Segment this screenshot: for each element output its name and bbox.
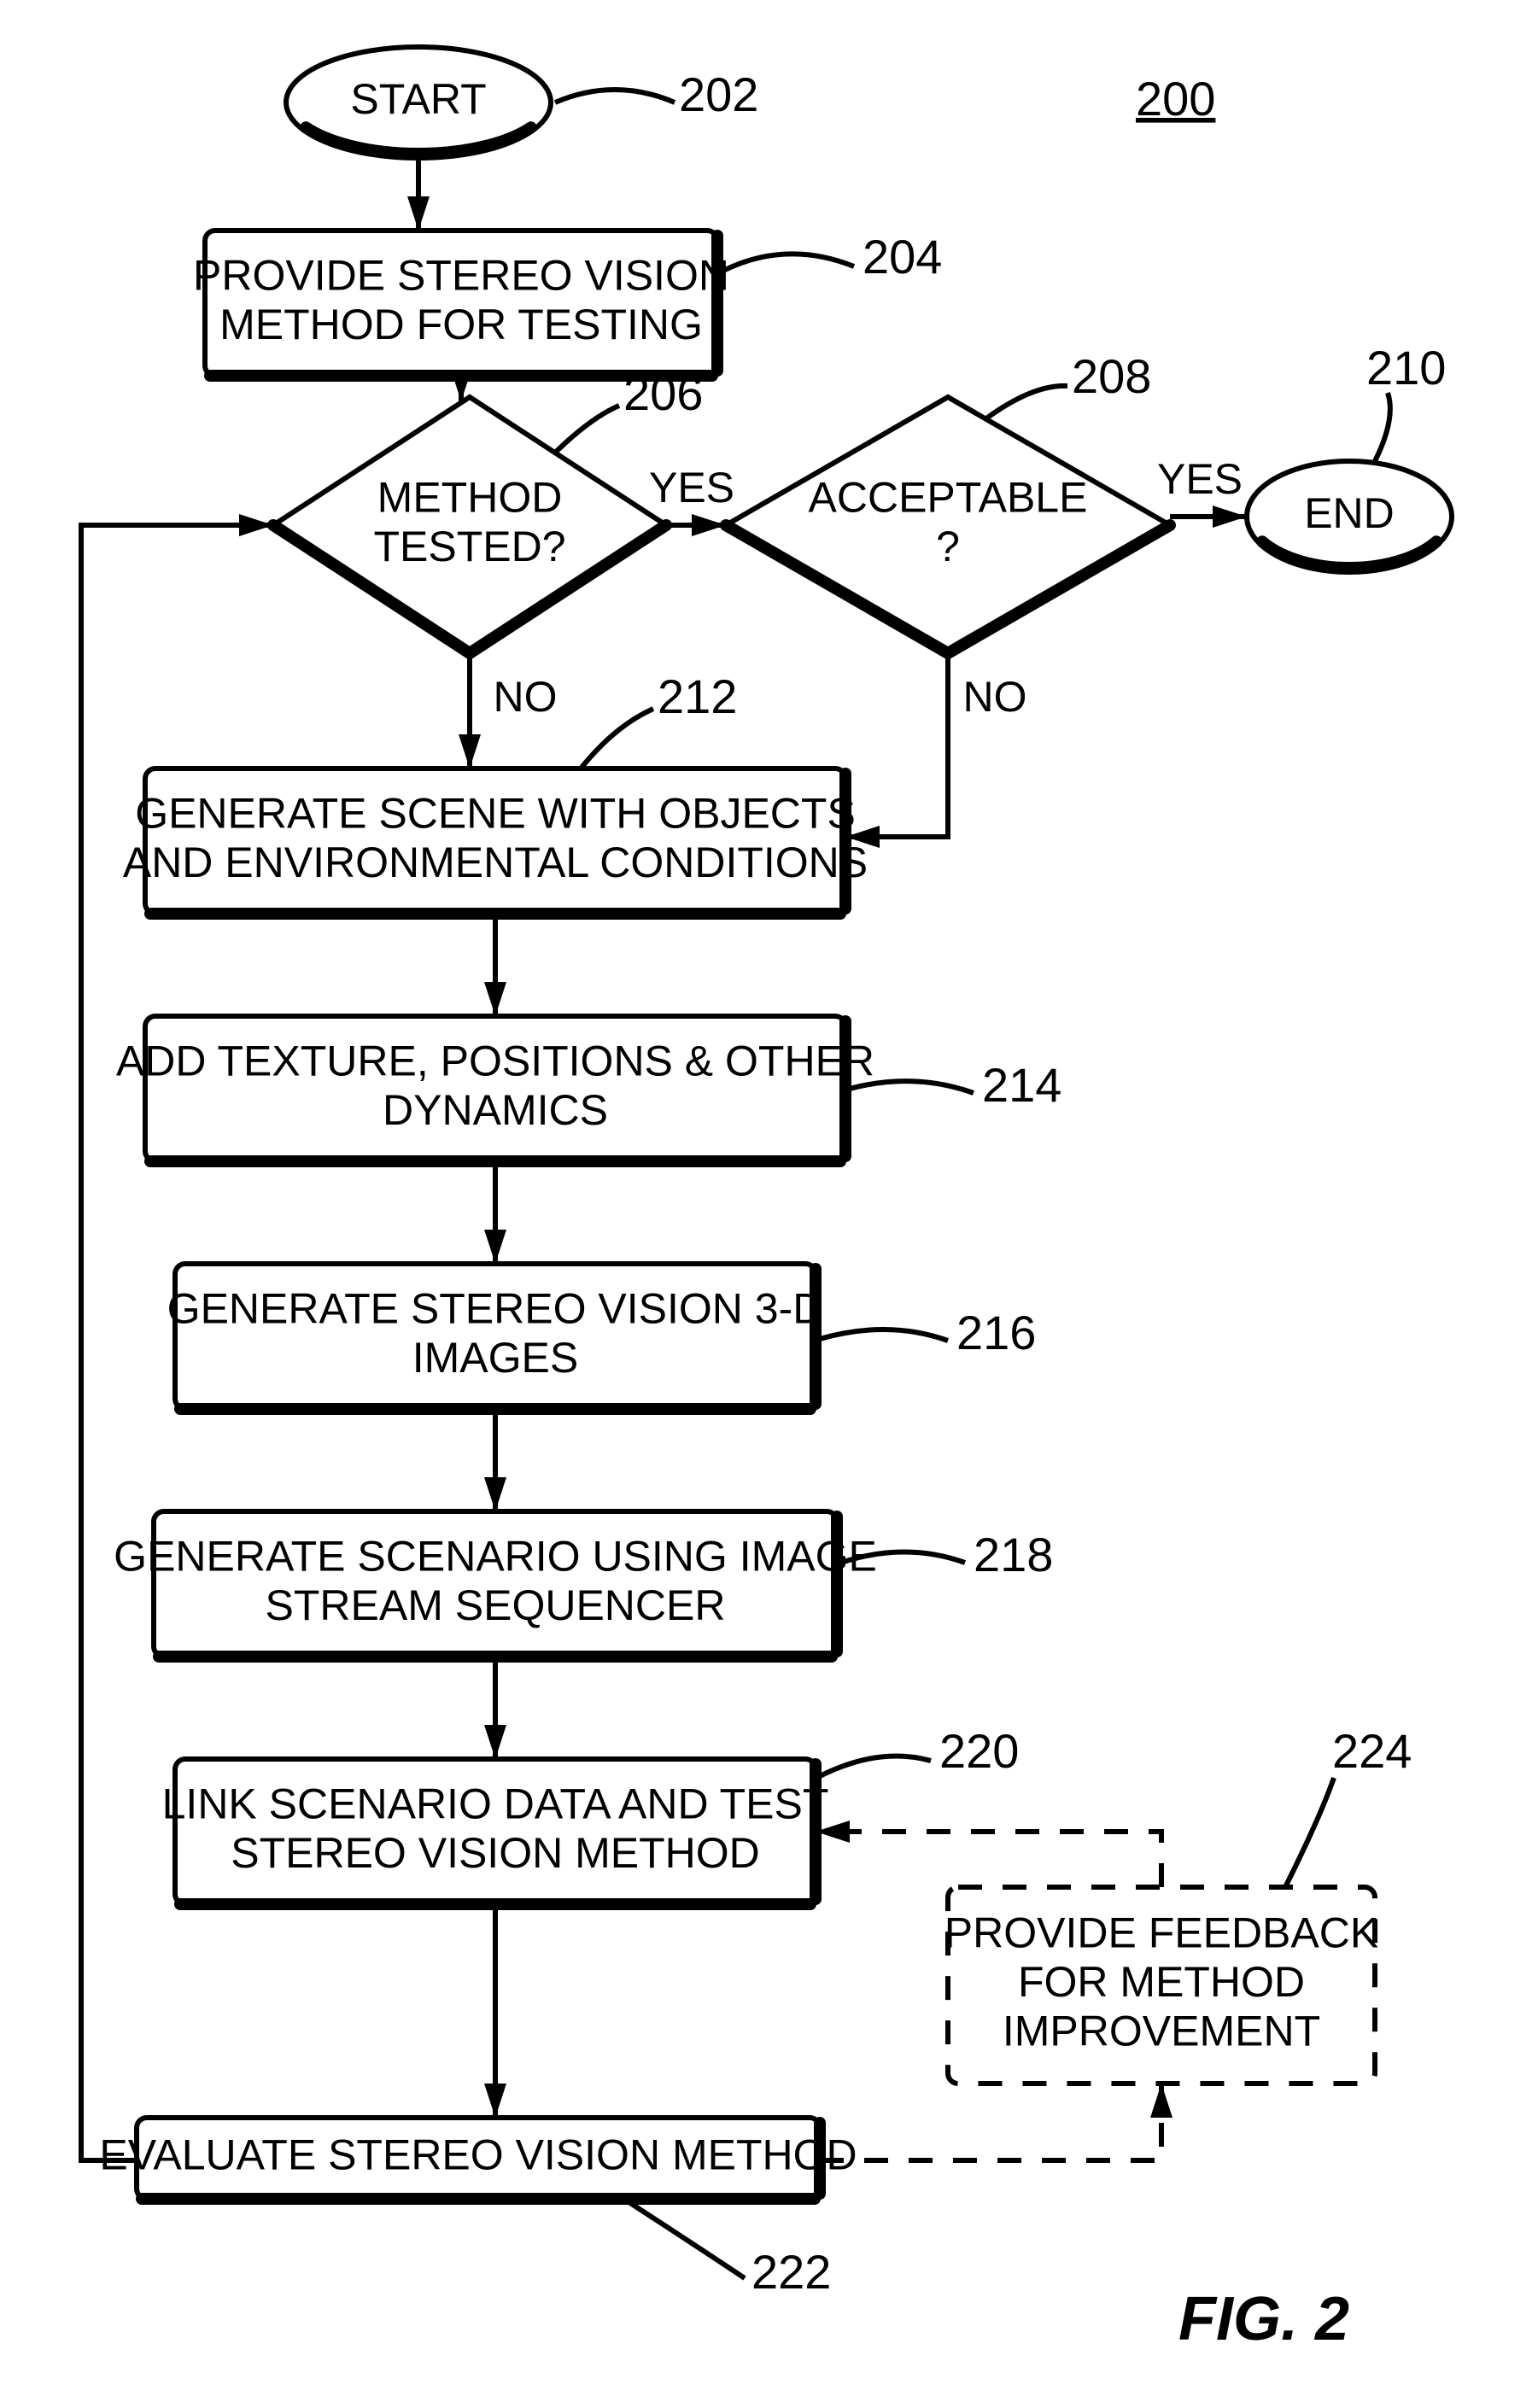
ref-206: 206 bbox=[623, 366, 703, 420]
figure-label: FIG. 2 bbox=[1178, 2285, 1349, 2353]
n224-label: FOR METHOD bbox=[1018, 1958, 1305, 2006]
figure-ref: 200 bbox=[1136, 72, 1215, 126]
flowchart: YES YES NO NO START 202 END 210 PROVIDE STEREO V… bbox=[0, 0, 1538, 2408]
ref-204: 204 bbox=[863, 230, 942, 283]
edge-label: YES bbox=[649, 464, 734, 511]
arrowhead bbox=[1213, 506, 1247, 528]
arrowhead bbox=[459, 734, 481, 769]
n220-label: STEREO VISION METHOD bbox=[231, 1829, 760, 1877]
ref-leader-212 bbox=[581, 709, 653, 769]
arrowhead bbox=[484, 1230, 506, 1264]
edge-label: NO bbox=[963, 673, 1027, 721]
arrowhead bbox=[1150, 2084, 1173, 2118]
arrowhead bbox=[484, 1477, 506, 1511]
n220-label: LINK SCENARIO DATA AND TEST bbox=[162, 1780, 829, 1827]
ref-216: 216 bbox=[956, 1306, 1036, 1359]
edge-label: NO bbox=[494, 673, 558, 721]
ref-224: 224 bbox=[1332, 1724, 1412, 1778]
n206-label: TESTED? bbox=[373, 523, 565, 570]
n222-label: EVALUATE STEREO VISION METHOD bbox=[99, 2131, 857, 2179]
n214-label: DYNAMICS bbox=[383, 1086, 608, 1134]
ref-208: 208 bbox=[1072, 349, 1151, 403]
n224-label: IMPROVEMENT bbox=[1003, 2008, 1320, 2055]
n218-label: STREAM SEQUENCER bbox=[266, 1581, 726, 1629]
arrowhead bbox=[484, 1725, 506, 1759]
end-label: END bbox=[1304, 489, 1395, 537]
ref-leader-210 bbox=[1375, 393, 1390, 461]
ref-leader-208 bbox=[986, 386, 1067, 418]
edge bbox=[845, 653, 948, 837]
ref-214: 214 bbox=[982, 1058, 1061, 1112]
edge-label: YES bbox=[1157, 455, 1243, 503]
n216-label: IMAGES bbox=[412, 1334, 578, 1382]
n206-label: METHOD bbox=[377, 473, 563, 521]
arrowhead bbox=[484, 982, 506, 1016]
n204-label: METHOD FOR TESTING bbox=[219, 301, 703, 348]
n216-label: GENERATE STEREO VISION 3-D bbox=[167, 1284, 824, 1332]
n204-label: PROVIDE STEREO VISION bbox=[193, 251, 729, 299]
ref-leader-222 bbox=[628, 2201, 745, 2278]
n218-label: GENERATE SCENARIO USING IMAGE bbox=[114, 1532, 877, 1580]
ref-leader-202 bbox=[555, 90, 675, 102]
ref-leader-220 bbox=[820, 1756, 931, 1776]
arrowhead bbox=[407, 196, 430, 231]
edge bbox=[820, 2084, 1161, 2160]
ref-leader-206 bbox=[551, 406, 619, 457]
arrowhead bbox=[484, 2084, 506, 2118]
n208-label: ACCEPTABLE bbox=[809, 473, 1088, 521]
ref-leader-204 bbox=[722, 254, 854, 272]
ref-leader-224 bbox=[1285, 1778, 1334, 1887]
ref-212: 212 bbox=[658, 669, 737, 723]
ref-210: 210 bbox=[1366, 341, 1446, 395]
start-label: START bbox=[350, 75, 486, 123]
ref-leader-216 bbox=[820, 1330, 948, 1341]
n212-label: AND ENVIRONMENTAL CONDITIONS bbox=[123, 839, 868, 886]
ref-220: 220 bbox=[939, 1724, 1019, 1778]
ref-218: 218 bbox=[974, 1528, 1053, 1581]
ref-202: 202 bbox=[679, 67, 758, 121]
n214-label: ADD TEXTURE, POSITIONS & OTHER bbox=[116, 1037, 874, 1084]
n212-label: GENERATE SCENE WITH OBJECTS bbox=[135, 789, 856, 837]
ref-222: 222 bbox=[751, 2245, 831, 2299]
n224-label: PROVIDE FEEDBACK bbox=[944, 1909, 1378, 1957]
edge bbox=[816, 1832, 1161, 1887]
n208-label: ? bbox=[936, 523, 960, 570]
